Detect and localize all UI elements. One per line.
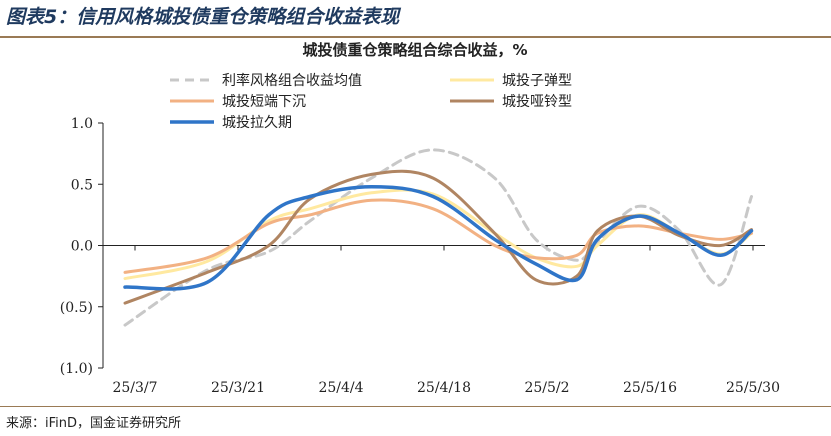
chart-title: 城投债重仓策略组合综合收益，% — [302, 41, 527, 59]
legend-label-5: 城投拉久期 — [222, 115, 292, 131]
series-line-4 — [123, 169, 753, 305]
x-tick-label: 25/5/16 — [623, 380, 677, 396]
bottom-rule — [0, 406, 831, 407]
y-tick-label: 0.5 — [71, 177, 93, 193]
x-tick-label: 25/5/2 — [524, 380, 569, 396]
figure-title: 图表5：信用风格城投债重仓策略组合收益表现 — [6, 6, 400, 28]
series-layer — [123, 148, 754, 327]
legend-label-2: 城投子弹型 — [502, 73, 572, 89]
legend-label-4: 城投哑铃型 — [502, 94, 572, 110]
y-tick-label: (0.5) — [60, 300, 93, 316]
legend-label-1: 利率风格组合收益均值 — [222, 72, 362, 89]
source-note: 来源：iFinD，国金证券研究所 — [6, 416, 182, 431]
x-tick-label: 25/5/30 — [726, 380, 780, 396]
axes: 1.0 0.5 0.0 (0.5) (1.0) 25/3/7 25/3/21 25/4/4 25… — [60, 116, 780, 396]
series-line-5 — [123, 184, 754, 291]
y-tick-label: 0.0 — [71, 239, 93, 255]
y-tick-label: (1.0) — [60, 361, 93, 377]
x-tick-label: 25/4/4 — [318, 380, 363, 396]
top-rule — [0, 36, 831, 38]
x-tick-label: 25/3/21 — [211, 380, 265, 396]
series-line-1 — [123, 148, 753, 327]
y-tick-label: 1.0 — [71, 116, 93, 132]
x-tick-label: 25/3/7 — [112, 380, 157, 396]
legend-label-3: 城投短端下沉 — [222, 94, 306, 110]
x-tick-label: 25/4/18 — [417, 380, 471, 396]
